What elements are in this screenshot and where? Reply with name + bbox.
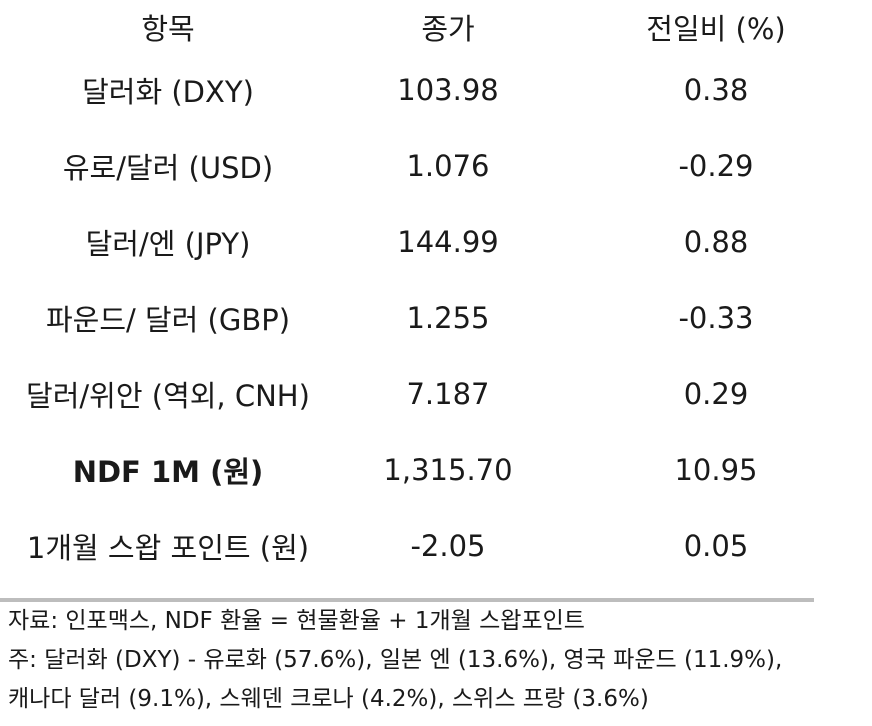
row-close: 1.255 [406,301,490,335]
row-close: 7.187 [406,377,490,411]
row-item: 달러/위안 (역외, CNH) [26,379,310,413]
row-close: -2.05 [410,529,486,563]
source-note: 자료: 인포맥스, NDF 환율 = 현물환율 + 1개월 스왑포인트 [8,608,585,634]
row-item: 유로/달러 (USD) [62,151,274,185]
row-item: NDF 1M (원) [72,455,264,489]
row-close: 144.99 [397,225,499,259]
table-divider [0,598,814,602]
table-row: 달러화 (DXY) 103.98 0.38 [0,52,872,128]
table-row: 달러/엔 (JPY) 144.99 0.88 [0,204,872,280]
row-item: 1개월 스왑 포인트 (원) [26,531,310,565]
footnotes: 자료: 인포맥스, NDF 환율 = 현물환율 + 1개월 스왑포인트 주: 달… [8,602,868,719]
dxy-composition-note-cont: 캐나다 달러 (9.1%), 스웨덴 크로나 (4.2%), 스위스 프랑 (3… [8,686,649,712]
table-row: 1개월 스왑 포인트 (원) -2.05 0.05 [0,508,872,584]
header-change: 전일비 (%) [646,12,786,46]
table-header: 항목 종가 전일비 (%) [0,0,872,52]
row-change: 0.88 [683,225,749,259]
row-change: 10.95 [674,453,758,487]
header-close: 종가 [421,12,475,46]
row-close: 1.076 [406,149,490,183]
row-change: 0.38 [683,73,749,107]
table-row: 유로/달러 (USD) 1.076 -0.29 [0,128,872,204]
dxy-composition-note: 주: 달러화 (DXY) - 유로화 (57.6%), 일본 엔 (13.6%)… [8,647,783,673]
row-change: 0.05 [683,529,749,563]
row-item: 달러화 (DXY) [82,75,254,109]
row-change: 0.29 [683,377,749,411]
row-close: 103.98 [397,73,499,107]
table-row: 파운드/ 달러 (GBP) 1.255 -0.33 [0,280,872,356]
fx-table: 항목 종가 전일비 (%) 달러화 (DXY) 103.98 0.38 유로/달… [0,0,872,584]
row-item: 파운드/ 달러 (GBP) [45,303,291,337]
table-row: 달러/위안 (역외, CNH) 7.187 0.29 [0,356,872,432]
header-item: 항목 [141,12,195,46]
row-change: -0.33 [678,301,754,335]
table-row-ndf: NDF 1M (원) 1,315.70 10.95 [0,432,872,508]
row-item: 달러/엔 (JPY) [85,227,251,261]
row-change: -0.29 [678,149,754,183]
row-close: 1,315.70 [383,453,513,487]
